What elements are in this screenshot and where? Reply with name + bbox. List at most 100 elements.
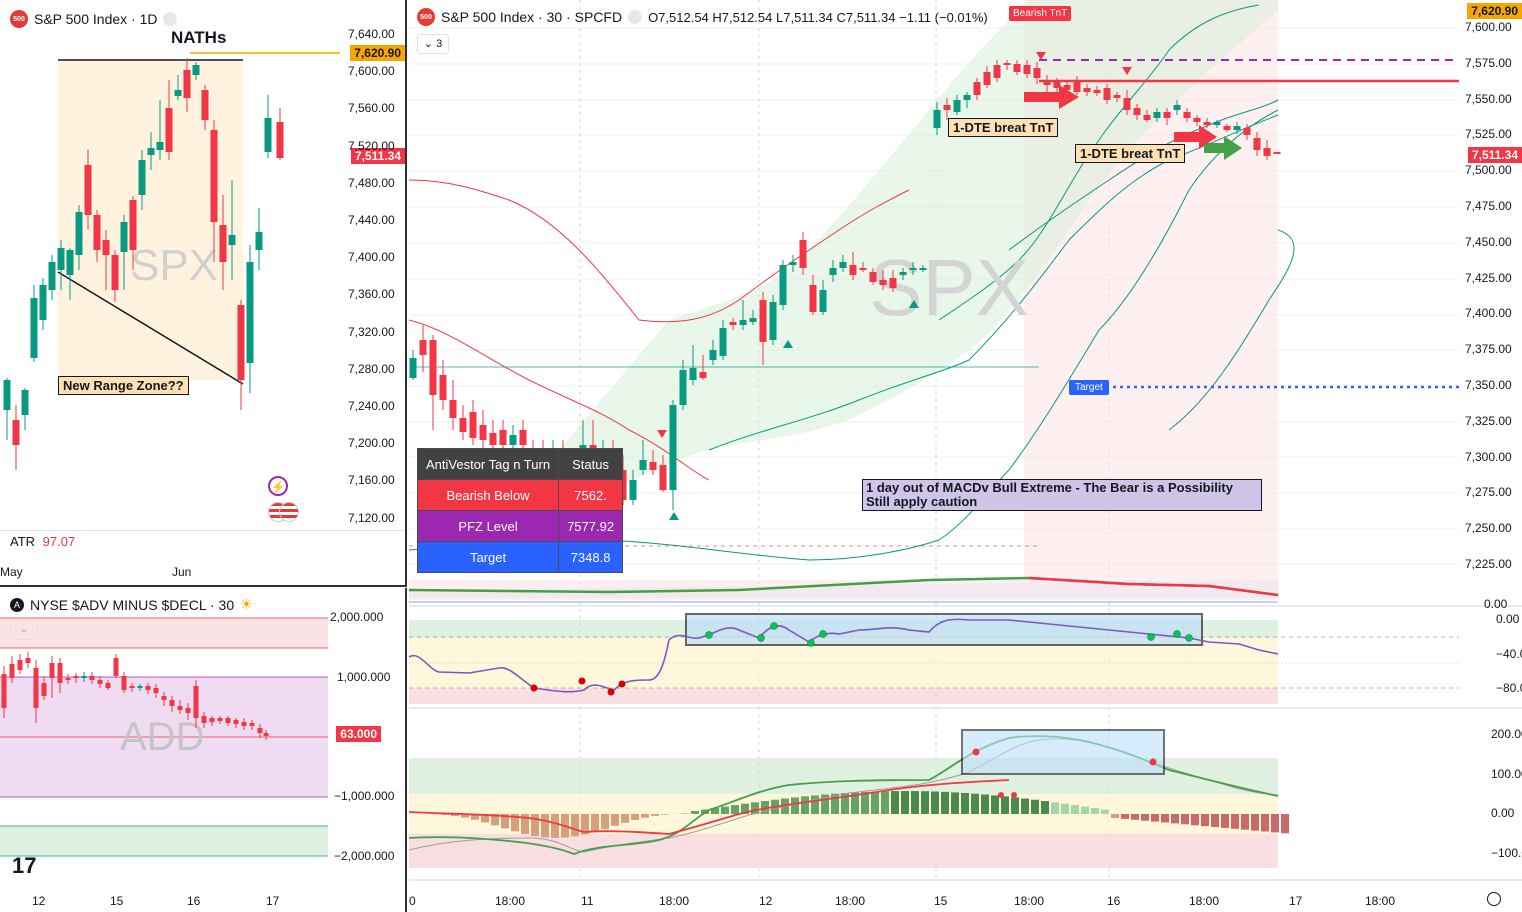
histogram-bar <box>891 791 899 814</box>
candle-body <box>479 425 487 440</box>
main-y-tick: 7,350.00 <box>1465 378 1512 392</box>
candle-body <box>983 72 991 85</box>
candle-body <box>1213 122 1221 125</box>
candle-body <box>21 390 29 415</box>
daily-chart-pane[interactable]: 500 S&P 500 Index · 1D SPX NATHs New Ran… <box>0 0 407 587</box>
candle-body <box>65 678 71 680</box>
main-chart-canvas[interactable]: SPX <box>409 0 1522 912</box>
candle-body <box>17 660 23 670</box>
histogram-bar <box>1091 808 1099 814</box>
eye-icon[interactable] <box>628 10 643 24</box>
main-x-tick: 18:00 <box>1365 894 1396 908</box>
candle-body <box>1 674 7 708</box>
target-label: Target <box>416 541 560 573</box>
daily-y-tick: 7,480.00 <box>348 175 395 190</box>
histogram-bar <box>511 814 519 832</box>
candle-body <box>639 460 647 470</box>
up-triangle-icon <box>783 340 793 348</box>
macd-y-tick: 100.00 <box>1491 766 1522 781</box>
daily-chart-canvas[interactable]: SPX <box>0 0 405 585</box>
candle-body <box>1243 128 1251 135</box>
candle-body <box>819 290 827 312</box>
histogram-bar <box>441 814 449 815</box>
candle-body <box>145 686 151 690</box>
candle-body <box>120 222 128 252</box>
lightning-icon[interactable]: ⚡ <box>268 476 288 496</box>
candle-body <box>57 248 65 270</box>
main-y-tick: 7,575.00 <box>1465 55 1512 70</box>
candle-body <box>225 718 231 723</box>
candle-body <box>859 268 867 270</box>
daily-y-tick: 7,520.00 <box>348 138 395 153</box>
osc-y-tick: −40.00 <box>1496 646 1522 661</box>
candle-body <box>799 240 807 268</box>
main-x-tick: 0 <box>409 894 416 908</box>
candle-body <box>769 302 777 340</box>
candle-body <box>105 683 111 688</box>
add-chart-title[interactable]: NYSE $ADV MINUS $DECL · 30 <box>30 596 235 613</box>
histogram-bar <box>981 794 989 814</box>
histogram-bar <box>971 793 979 814</box>
daily-x-tick-jun: Jun <box>172 565 192 579</box>
candle-body <box>129 686 135 688</box>
candle-body <box>809 285 817 312</box>
candle-body <box>1193 118 1201 122</box>
histogram-bar <box>1191 814 1199 826</box>
histogram-bar <box>611 814 619 826</box>
main-chart-pane[interactable]: SPX <box>409 0 1522 912</box>
eye-icon[interactable] <box>163 12 178 26</box>
add-chart-canvas[interactable]: ADD 17 <box>0 588 330 912</box>
add-chart-pane[interactable]: A NYSE $ADV MINUS $DECL · 30 ☀ ⌄ ADD 17 … <box>0 588 407 912</box>
candle-body <box>1073 82 1081 92</box>
candle-body <box>709 350 717 360</box>
candle-body <box>209 718 215 722</box>
candle-body <box>30 298 38 358</box>
daily-y-tick: 7,200.00 <box>348 436 395 451</box>
settings-gear-icon[interactable] <box>1487 892 1501 906</box>
add-y-tick-0: 2,000.000 <box>330 610 384 624</box>
daily-y-tick: 7,600.00 <box>348 64 395 79</box>
candle-body <box>973 82 981 95</box>
candle-body <box>263 733 269 736</box>
candle-body <box>919 268 927 270</box>
candle-body <box>3 380 11 410</box>
candle-body <box>147 148 155 155</box>
histogram-bar <box>601 814 609 829</box>
us-flag-icon[interactable] <box>268 502 299 522</box>
histogram-bar <box>1231 814 1239 829</box>
add-y-tick-2: −1,000.000 <box>334 789 395 803</box>
main-y-tick: 7,300.00 <box>1465 449 1512 464</box>
candle-body <box>89 676 95 680</box>
macd-note: 1 day out of MACDv Bull Extreme - The Be… <box>862 479 1262 511</box>
candle-body <box>629 480 637 500</box>
main-y-tick: 7,225.00 <box>1465 557 1512 571</box>
histogram-bar <box>931 791 939 814</box>
daily-chart-title[interactable]: S&P 500 Index · 1D <box>34 11 158 27</box>
candle-body <box>113 658 119 676</box>
candle-body <box>75 212 83 255</box>
candle-body <box>889 278 897 288</box>
histogram-bar <box>821 794 829 814</box>
histogram-bar <box>1211 814 1219 827</box>
osc-y-tick: 0.00 <box>1496 612 1520 626</box>
macd-y-tick: −100.00 <box>1491 846 1522 861</box>
antivestor-header-status: Status <box>558 448 624 480</box>
candle-body <box>276 122 284 158</box>
candle-body <box>1223 126 1231 130</box>
add-x-tick-0: 12 <box>32 894 46 908</box>
histogram-bar <box>1281 814 1289 834</box>
candle-body <box>759 300 767 342</box>
candle-body <box>1253 138 1261 150</box>
candle-body <box>953 100 961 112</box>
histogram-bar <box>1071 805 1079 814</box>
histogram-bar <box>471 814 479 820</box>
candle-body <box>1263 148 1271 156</box>
histogram-bar <box>841 792 849 814</box>
histogram-bar <box>911 791 919 814</box>
candle-body <box>489 433 497 445</box>
macd-note-line2: Still apply caution <box>866 494 978 509</box>
indicator-collapse-button[interactable]: ⌄ 3 <box>417 34 449 54</box>
down-triangle-icon <box>1036 52 1046 60</box>
main-chart-title[interactable]: S&P 500 Index · 30 · SPCFD <box>441 9 623 25</box>
candle-body <box>1103 88 1111 100</box>
